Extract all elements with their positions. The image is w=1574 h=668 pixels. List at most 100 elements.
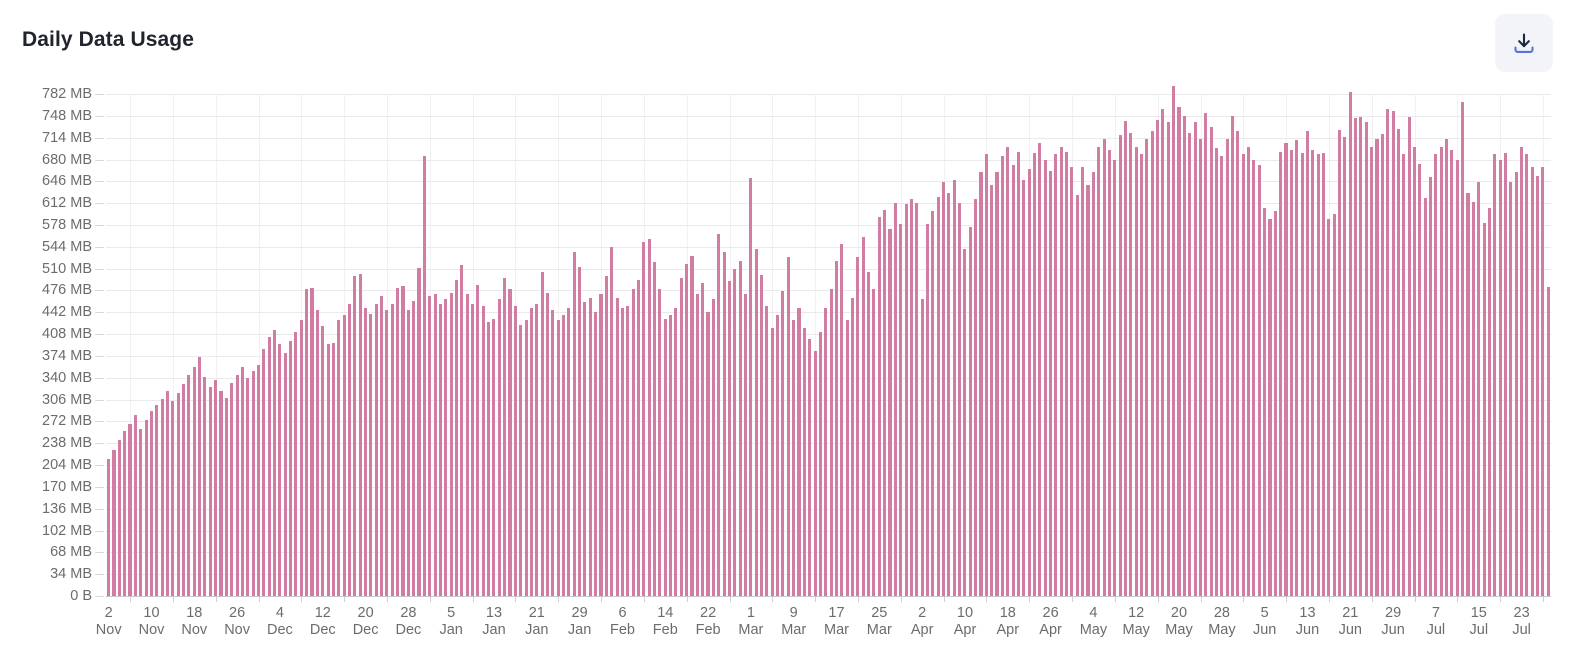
bar[interactable]: [428, 295, 432, 596]
bar[interactable]: [813, 350, 817, 596]
bar[interactable]: [1343, 137, 1347, 596]
bar[interactable]: [331, 343, 335, 596]
bar[interactable]: [529, 308, 533, 596]
bar[interactable]: [733, 268, 737, 596]
bar[interactable]: [139, 428, 143, 596]
bar[interactable]: [1439, 146, 1443, 596]
bar[interactable]: [931, 210, 935, 596]
bar[interactable]: [1230, 115, 1235, 596]
bar[interactable]: [1070, 167, 1074, 596]
bar[interactable]: [363, 308, 368, 596]
bar[interactable]: [187, 375, 191, 596]
bar[interactable]: [818, 331, 822, 596]
bar[interactable]: [1455, 159, 1459, 596]
bar[interactable]: [417, 268, 421, 596]
bar[interactable]: [1482, 223, 1486, 596]
bar[interactable]: [1338, 129, 1342, 596]
bar[interactable]: [941, 181, 946, 596]
bar[interactable]: [342, 314, 346, 596]
bar[interactable]: [326, 344, 330, 596]
bar[interactable]: [642, 241, 646, 596]
bar[interactable]: [947, 192, 951, 596]
bar[interactable]: [214, 379, 218, 596]
bar[interactable]: [909, 199, 913, 596]
bar[interactable]: [727, 281, 731, 596]
bar[interactable]: [1011, 164, 1015, 596]
bar[interactable]: [1006, 146, 1010, 596]
bar[interactable]: [171, 400, 175, 596]
bar[interactable]: [636, 280, 640, 596]
bar[interactable]: [760, 275, 764, 596]
bar[interactable]: [165, 391, 170, 596]
bar[interactable]: [289, 340, 293, 596]
bar[interactable]: [567, 308, 571, 596]
bar[interactable]: [1412, 146, 1416, 596]
bar[interactable]: [1316, 154, 1320, 596]
bar[interactable]: [1214, 147, 1218, 596]
bar[interactable]: [1086, 185, 1090, 596]
bar[interactable]: [754, 249, 758, 596]
bar[interactable]: [1150, 130, 1154, 596]
bar[interactable]: [1284, 143, 1288, 596]
bar[interactable]: [770, 327, 774, 596]
bar[interactable]: [1289, 149, 1293, 596]
bar[interactable]: [604, 276, 608, 596]
bar[interactable]: [299, 320, 303, 596]
bar[interactable]: [572, 251, 576, 596]
bar[interactable]: [984, 154, 988, 596]
bar[interactable]: [995, 172, 999, 596]
bar[interactable]: [1102, 138, 1106, 596]
bar[interactable]: [1257, 164, 1261, 596]
bar[interactable]: [925, 223, 929, 596]
bar[interactable]: [524, 320, 528, 596]
bar[interactable]: [1471, 201, 1475, 596]
bar[interactable]: [123, 431, 127, 596]
bar[interactable]: [867, 271, 871, 596]
bar[interactable]: [117, 440, 121, 596]
bar[interactable]: [1305, 130, 1309, 596]
bar[interactable]: [347, 303, 351, 596]
bar[interactable]: [1263, 207, 1267, 596]
bar[interactable]: [1396, 129, 1400, 596]
bar[interactable]: [883, 209, 887, 596]
bar[interactable]: [198, 356, 202, 596]
bar[interactable]: [1065, 151, 1069, 596]
bar[interactable]: [278, 344, 282, 596]
bar[interactable]: [1530, 167, 1534, 596]
bar[interactable]: [958, 203, 962, 596]
bar[interactable]: [310, 287, 314, 596]
bar[interactable]: [979, 172, 983, 596]
bar[interactable]: [240, 366, 244, 596]
bar[interactable]: [1407, 117, 1411, 596]
bar[interactable]: [674, 308, 678, 596]
bar[interactable]: [652, 262, 657, 596]
bar[interactable]: [1188, 132, 1192, 596]
bar[interactable]: [465, 294, 469, 596]
bar[interactable]: [1546, 287, 1550, 596]
bar[interactable]: [1268, 218, 1272, 596]
bar[interactable]: [904, 204, 908, 596]
bar[interactable]: [374, 303, 378, 596]
bar[interactable]: [1450, 149, 1454, 596]
bar[interactable]: [1129, 132, 1133, 596]
bar[interactable]: [829, 289, 833, 596]
bar[interactable]: [1327, 218, 1331, 596]
bar[interactable]: [1279, 151, 1283, 596]
bar[interactable]: [1380, 133, 1384, 596]
bar[interactable]: [1418, 164, 1422, 596]
bar[interactable]: [561, 314, 566, 596]
bar[interactable]: [1445, 138, 1449, 596]
bar[interactable]: [647, 239, 651, 596]
bar[interactable]: [711, 299, 715, 596]
bar[interactable]: [626, 305, 630, 596]
bar[interactable]: [877, 217, 881, 596]
bar[interactable]: [422, 155, 426, 596]
bar[interactable]: [743, 294, 748, 596]
bar[interactable]: [893, 203, 897, 596]
bar[interactable]: [888, 228, 892, 596]
bar[interactable]: [915, 203, 919, 596]
bar[interactable]: [1348, 92, 1352, 596]
bar[interactable]: [358, 273, 362, 596]
bar[interactable]: [1054, 154, 1058, 596]
bar[interactable]: [1193, 122, 1197, 596]
